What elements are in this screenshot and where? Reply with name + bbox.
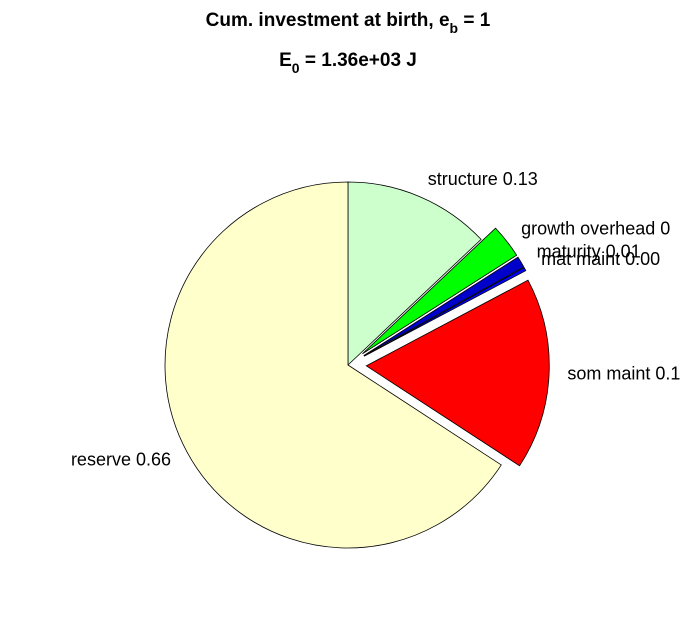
subtitle-subscript: 0 (292, 60, 300, 76)
pie-slice (362, 227, 518, 355)
chart-title: Cum. investment at birth, eb = 1 (206, 10, 491, 36)
pie-slice (164, 181, 502, 549)
slice-label: maturity 0.01 (537, 241, 641, 261)
slice-label: structure 0.13 (428, 169, 538, 189)
chart-subtitle: E0 = 1.36e+03 J (279, 50, 417, 76)
slice-label: reserve 0.66 (71, 450, 171, 470)
slice-label: som maint 0.1 (567, 364, 680, 384)
title-text: Cum. investment at birth, e (206, 10, 450, 31)
pie-slice (363, 256, 525, 356)
title-subscript: b (450, 20, 459, 36)
title-text: = 1 (458, 10, 491, 31)
pie-slice (365, 279, 550, 467)
slice-label: mat maint 0.00 (541, 249, 660, 269)
pie-slice (347, 181, 482, 366)
pie-slice (363, 267, 527, 357)
subtitle-text: E (279, 50, 292, 71)
subtitle-text: = 1.36e+03 J (300, 50, 417, 71)
slice-label: growth overhead 0 (521, 219, 670, 239)
